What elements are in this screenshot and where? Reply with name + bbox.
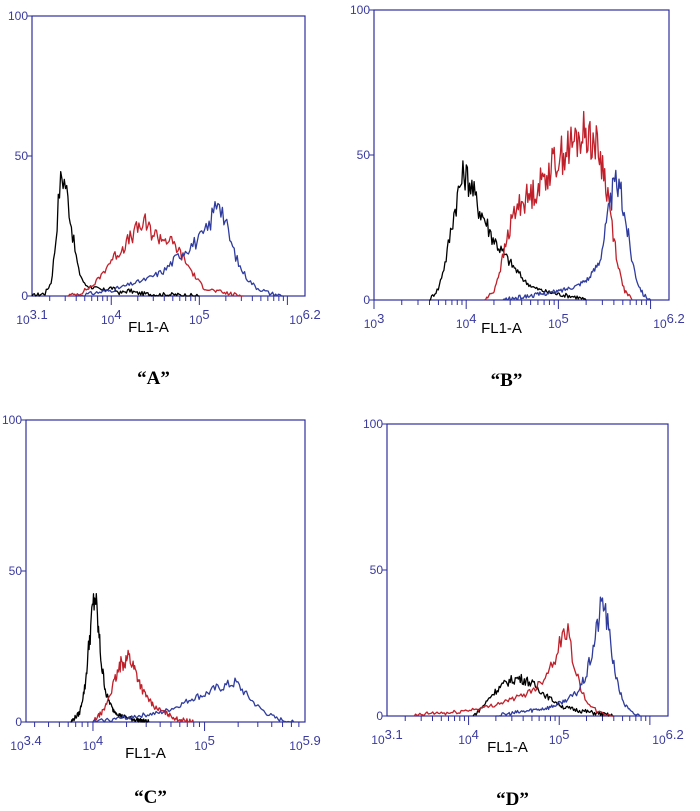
x-tick-base: 10 — [458, 733, 472, 747]
x-tick-label: 105 — [549, 727, 570, 747]
x-tick-label: 105 — [194, 733, 215, 753]
x-tick-exponent: 3.1 — [385, 727, 403, 742]
x-axis-label: FL1-A — [125, 745, 166, 762]
x-tick-exponent: 6.2 — [666, 727, 684, 742]
y-tick-label: 0 — [363, 293, 370, 307]
red-histogram-line — [92, 649, 195, 723]
black-histogram-line — [472, 673, 614, 717]
black-histogram-line — [429, 160, 587, 301]
black-histogram-line — [31, 170, 200, 297]
x-tick-label: 104 — [458, 727, 479, 747]
blue-histogram-line — [502, 169, 652, 301]
red-histogram-line — [413, 623, 614, 717]
x-tick-exponent: 6.2 — [667, 311, 685, 326]
x-tick-exponent: 5.9 — [303, 733, 321, 748]
y-tick-label: 50 — [9, 564, 23, 578]
red-histogram-line — [484, 110, 633, 301]
plot-frame — [25, 419, 306, 723]
x-tick-label: 105 — [189, 307, 210, 327]
blue-histogram-line — [76, 201, 283, 297]
panel-caption: “D” — [496, 789, 529, 810]
x-tick-base: 10 — [289, 313, 303, 327]
y-tick-label: 50 — [370, 563, 384, 577]
x-tick-base: 10 — [549, 733, 563, 747]
x-tick-label: 104 — [101, 307, 122, 327]
x-tick-exponent: 5 — [202, 307, 209, 322]
x-tick-base: 10 — [653, 317, 667, 331]
x-axis-label: FL1-A — [487, 739, 528, 756]
y-tick-label: 100 — [350, 3, 370, 17]
x-tick-base: 10 — [16, 313, 30, 327]
y-tick-label: 0 — [21, 289, 28, 303]
x-tick-exponent: 3.1 — [30, 307, 48, 322]
panel-caption: “A” — [137, 368, 170, 389]
red-histogram-line — [67, 213, 244, 297]
y-tick-label: 0 — [376, 709, 383, 723]
x-tick-base: 10 — [548, 317, 562, 331]
x-tick-exponent: 5 — [562, 727, 569, 742]
panel-caption: “C” — [134, 787, 167, 808]
y-tick-label: 100 — [8, 9, 28, 23]
x-tick-base: 10 — [371, 733, 385, 747]
y-tick-label: 100 — [2, 413, 22, 427]
y-tick-label: 50 — [15, 149, 29, 163]
plot-frame — [373, 9, 670, 301]
y-tick-label: 100 — [363, 417, 383, 431]
x-tick-label: 103.4 — [10, 733, 41, 753]
x-tick-exponent: 3.4 — [24, 733, 42, 748]
x-tick-base: 10 — [101, 313, 115, 327]
x-tick-base: 10 — [289, 739, 303, 753]
x-tick-exponent: 5 — [561, 311, 568, 326]
x-tick-label: 104 — [456, 311, 477, 331]
x-tick-exponent: 4 — [472, 727, 479, 742]
x-tick-exponent: 5 — [208, 733, 215, 748]
x-tick-exponent: 3 — [377, 311, 384, 326]
x-tick-label: 106.2 — [653, 311, 684, 331]
y-tick-label: 0 — [15, 715, 22, 729]
x-tick-label: 105 — [548, 311, 569, 331]
x-tick-base: 10 — [194, 739, 208, 753]
x-tick-label: 106.2 — [652, 727, 683, 747]
blue-histogram-line — [92, 677, 295, 723]
plot-frame — [31, 15, 306, 297]
x-tick-label: 106.2 — [289, 307, 320, 327]
x-tick-exponent: 4 — [469, 311, 476, 326]
panel-caption: “B” — [491, 370, 523, 391]
x-tick-base: 10 — [456, 317, 470, 331]
x-tick-label: 103.1 — [16, 307, 47, 327]
black-histogram-line — [70, 593, 150, 723]
x-tick-label: 103 — [364, 311, 385, 331]
x-tick-label: 105.9 — [289, 733, 320, 753]
x-tick-label: 104 — [83, 733, 104, 753]
x-tick-base: 10 — [83, 739, 97, 753]
x-tick-base: 10 — [652, 733, 666, 747]
x-tick-exponent: 6.2 — [303, 307, 321, 322]
x-tick-exponent: 4 — [114, 307, 121, 322]
x-tick-label: 103.1 — [371, 727, 402, 747]
x-axis-label: FL1-A — [481, 320, 522, 337]
blue-histogram-line — [495, 596, 641, 717]
plot-frame — [386, 423, 669, 717]
x-tick-base: 10 — [10, 739, 24, 753]
x-tick-base: 10 — [189, 313, 203, 327]
x-axis-label: FL1-A — [128, 319, 169, 336]
y-tick-label: 50 — [357, 148, 371, 162]
x-tick-exponent: 4 — [96, 733, 103, 748]
x-tick-base: 10 — [364, 317, 378, 331]
